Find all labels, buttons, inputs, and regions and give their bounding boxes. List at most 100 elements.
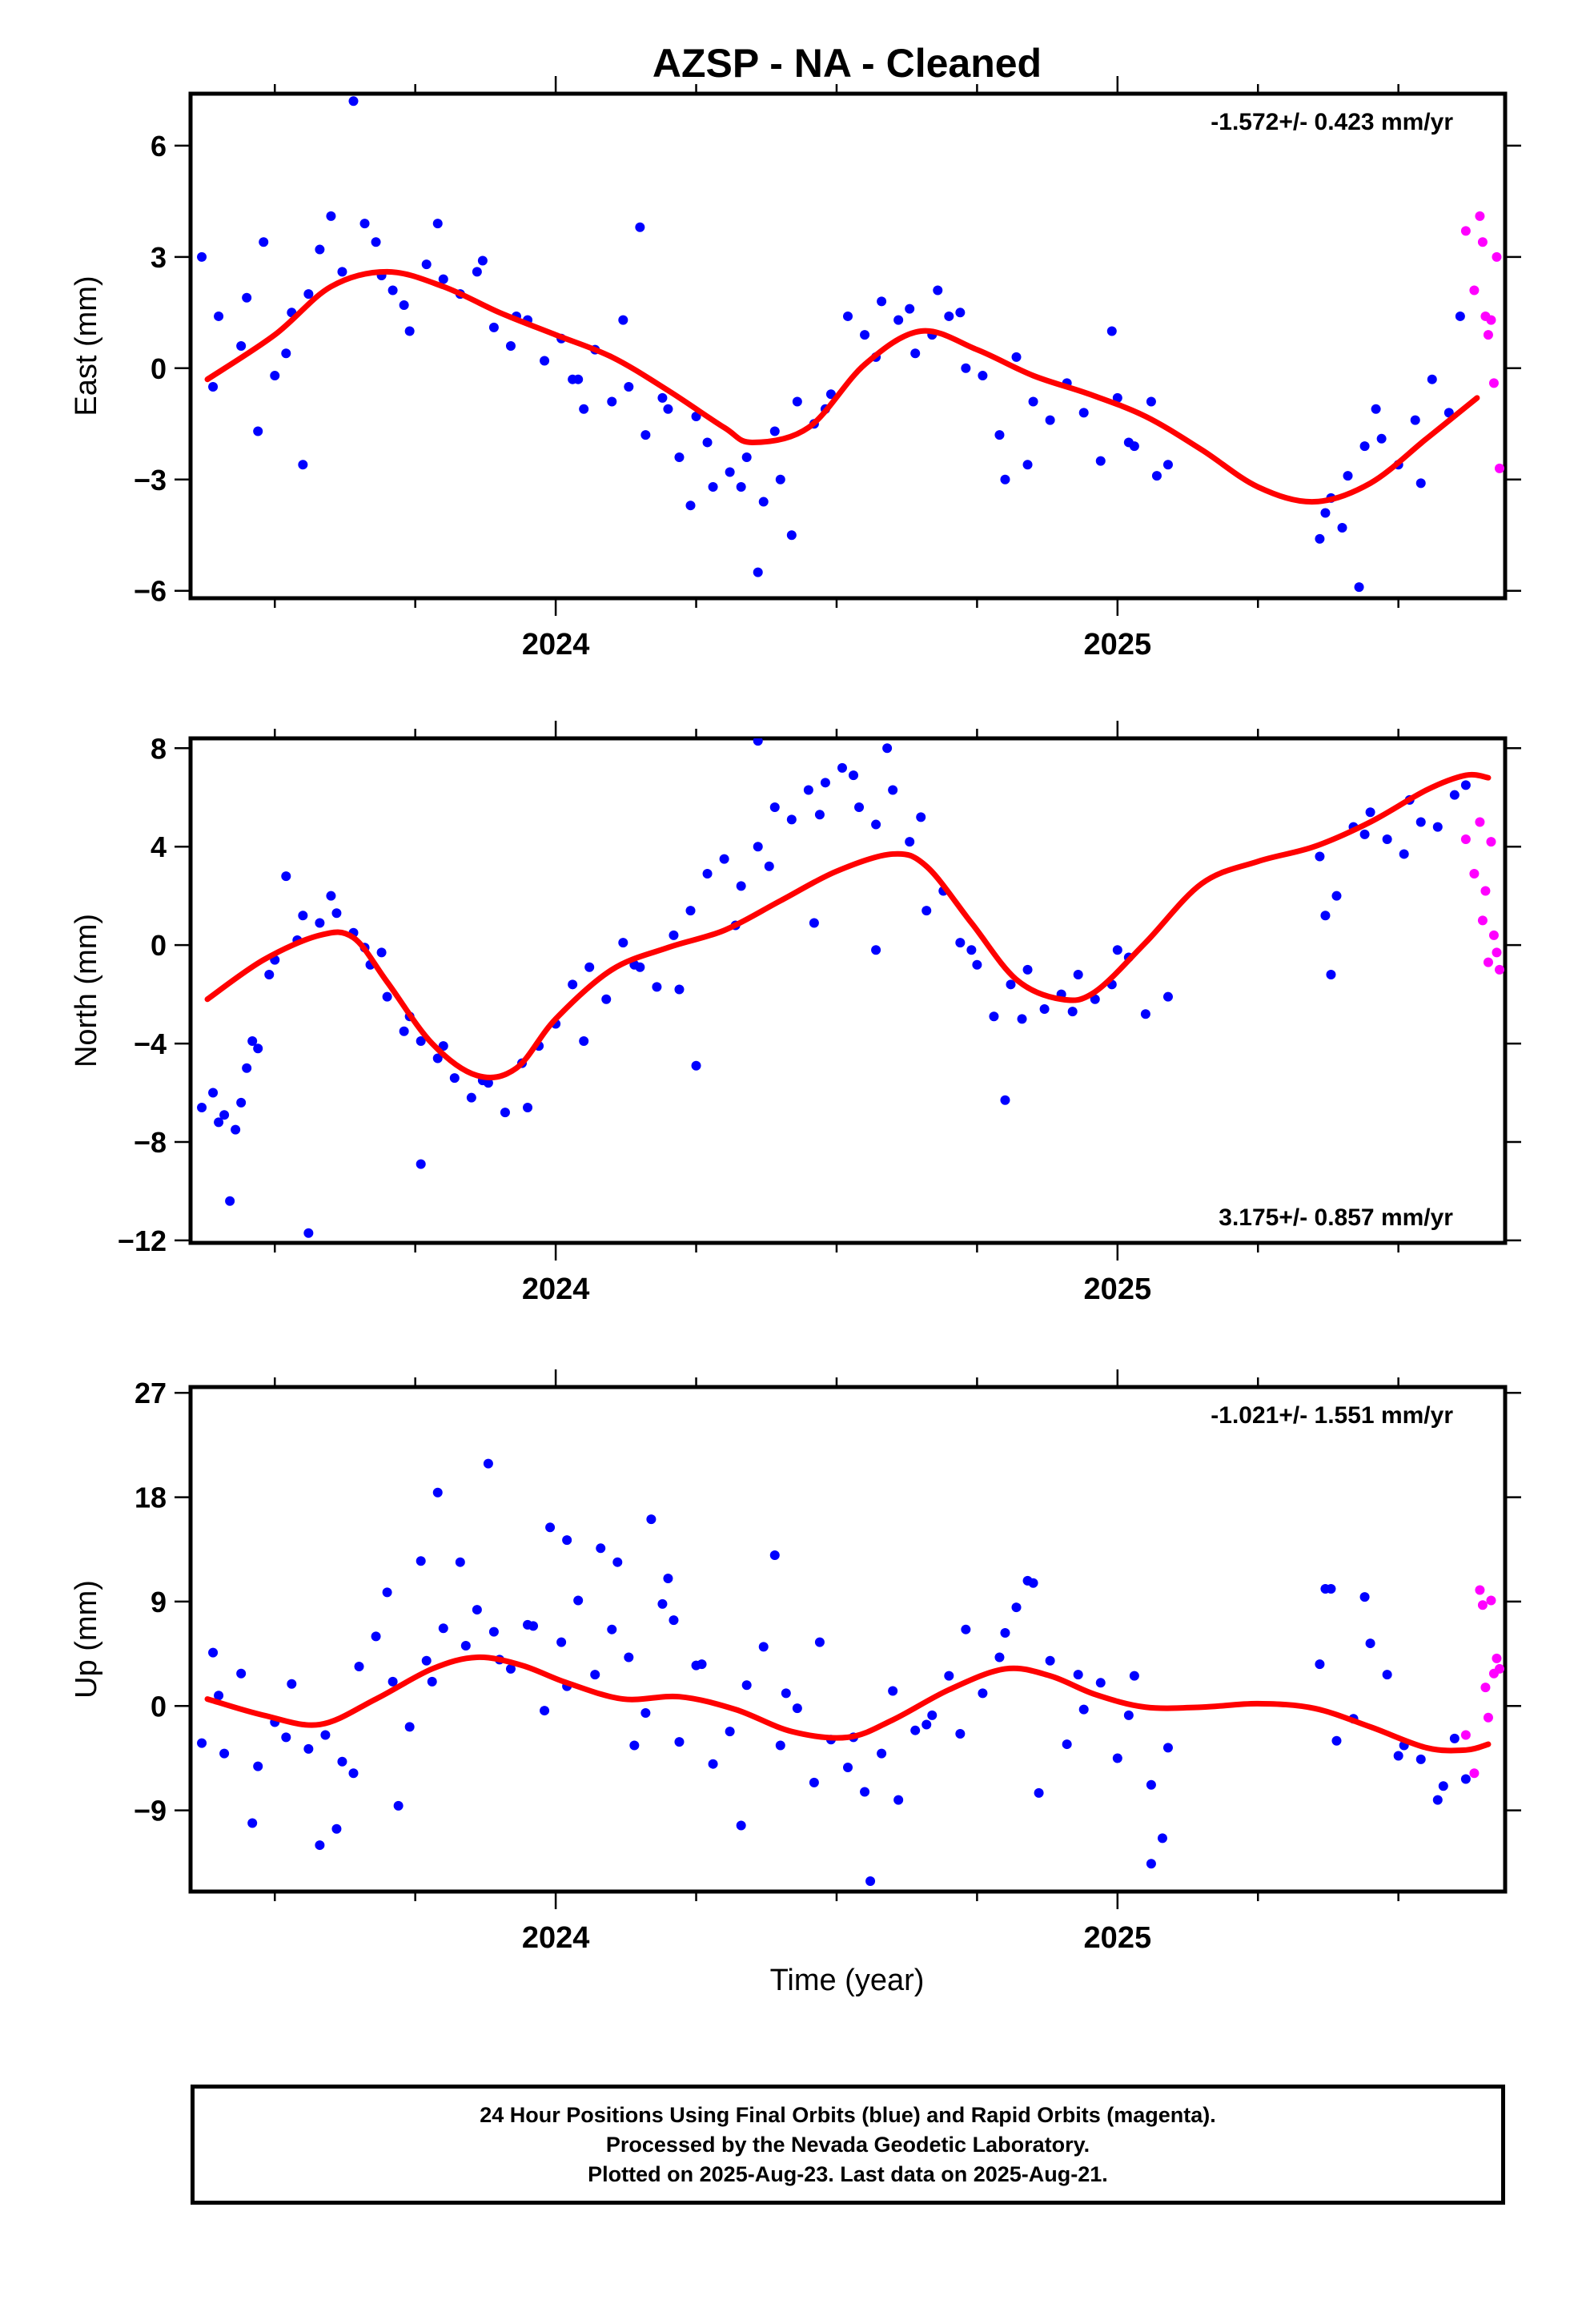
final-point-east	[421, 259, 432, 270]
y-tick-label-up: 18	[135, 1482, 167, 1514]
footer-line-3: Plotted on 2025-Aug-23. Last data on 202…	[588, 2161, 1108, 2186]
final-point-up	[540, 1706, 550, 1716]
rapid-point-east	[1492, 251, 1502, 262]
final-point-north	[753, 842, 763, 852]
final-point-north	[523, 1102, 533, 1112]
final-point-north	[214, 1117, 224, 1128]
final-point-up	[393, 1800, 404, 1811]
final-point-east	[197, 251, 207, 262]
final-point-east	[910, 348, 921, 359]
final-point-up	[219, 1748, 230, 1759]
final-point-up	[1393, 1751, 1403, 1761]
final-point-north	[438, 1041, 448, 1051]
final-point-north	[231, 1124, 241, 1135]
final-point-up	[416, 1556, 426, 1566]
final-point-east	[1022, 460, 1033, 470]
final-point-up	[421, 1655, 432, 1666]
rapid-point-up	[1483, 1712, 1493, 1723]
plot-frame-up	[188, 1385, 1508, 1894]
final-point-east	[236, 341, 247, 351]
x-tick-label-east: 2024	[522, 628, 590, 661]
final-point-up	[432, 1487, 443, 1498]
final-point-north	[315, 918, 325, 928]
x-axis-label: Time (year)	[770, 1964, 925, 1997]
final-point-east	[994, 430, 1005, 440]
final-point-up	[1359, 1592, 1370, 1602]
final-point-north	[674, 984, 685, 995]
final-point-east	[1337, 522, 1347, 533]
final-point-east	[725, 467, 735, 477]
final-point-up	[331, 1823, 342, 1834]
final-point-east	[1146, 396, 1156, 407]
final-point-north	[1415, 817, 1426, 827]
final-point-north	[1073, 970, 1083, 980]
final-point-north	[376, 947, 387, 958]
final-point-north	[298, 911, 308, 921]
final-point-east	[1320, 508, 1331, 518]
final-point-east	[505, 341, 516, 351]
final-point-east	[753, 567, 763, 577]
final-point-up	[1011, 1602, 1022, 1613]
final-point-north	[466, 1092, 476, 1103]
chart-title: AZSP - NA - Cleaned	[652, 41, 1042, 86]
rapid-point-north	[1486, 837, 1496, 847]
final-point-north	[1162, 991, 1173, 1002]
final-point-north	[264, 970, 275, 980]
final-point-east	[702, 437, 713, 448]
rapid-point-north	[1488, 930, 1499, 940]
final-point-up	[624, 1652, 634, 1663]
rapid-point-north	[1494, 964, 1504, 975]
rapid-point-up	[1492, 1653, 1502, 1663]
final-point-east	[1371, 404, 1381, 414]
final-point-up	[573, 1595, 584, 1606]
final-point-east	[769, 426, 780, 436]
final-point-up	[303, 1743, 314, 1754]
final-point-up	[1062, 1739, 1072, 1750]
panel-east: 2024 2025 −6 −3 0 3 6 East (mm) -1.572+/- 0.423 …	[70, 76, 1521, 661]
final-point-east	[860, 330, 870, 340]
final-point-up	[1129, 1671, 1139, 1681]
final-point-up	[214, 1691, 224, 1701]
x-tick-label-up: 2025	[1084, 1921, 1152, 1955]
final-point-east	[674, 452, 685, 462]
final-point-east	[477, 255, 488, 266]
final-point-east	[708, 482, 718, 493]
plot-area-east	[197, 96, 1504, 593]
final-point-up	[657, 1598, 668, 1609]
footer-line-1: 24 Hour Positions Using Final Orbits (bl…	[480, 2102, 1216, 2127]
x-tick-label-east: 2025	[1084, 628, 1152, 661]
plot-frame-north	[188, 736, 1508, 1245]
final-point-up	[910, 1725, 921, 1735]
final-point-up	[1365, 1638, 1375, 1649]
final-point-east	[1106, 326, 1117, 336]
x-tick-label-up: 2024	[522, 1921, 590, 1955]
x-tick-label-north: 2024	[522, 1273, 590, 1306]
final-point-up	[1123, 1710, 1134, 1720]
final-point-up	[562, 1535, 572, 1546]
final-point-north	[208, 1088, 219, 1098]
final-point-east	[472, 267, 482, 277]
final-point-east	[640, 430, 651, 440]
final-point-north	[871, 819, 881, 830]
final-point-north	[416, 1159, 426, 1169]
final-point-north	[500, 1108, 510, 1118]
final-point-up	[697, 1659, 707, 1670]
final-point-up	[1449, 1733, 1460, 1743]
final-point-east	[568, 374, 578, 384]
rapid-point-east	[1486, 315, 1496, 325]
final-point-north	[432, 1053, 443, 1063]
final-point-east	[1354, 582, 1364, 593]
final-point-north	[1039, 1004, 1050, 1015]
final-point-east	[438, 274, 448, 284]
final-point-up	[955, 1729, 966, 1739]
final-point-north	[1022, 964, 1033, 975]
final-point-up	[438, 1623, 448, 1634]
rapid-point-north	[1483, 957, 1493, 967]
model-curve-east	[204, 268, 1480, 505]
final-point-east	[944, 311, 954, 321]
y-tick-label-up: 27	[135, 1377, 167, 1409]
final-point-north	[1140, 1009, 1150, 1019]
final-point-north	[820, 778, 830, 788]
final-point-east	[1162, 460, 1173, 470]
final-point-east	[214, 311, 224, 321]
